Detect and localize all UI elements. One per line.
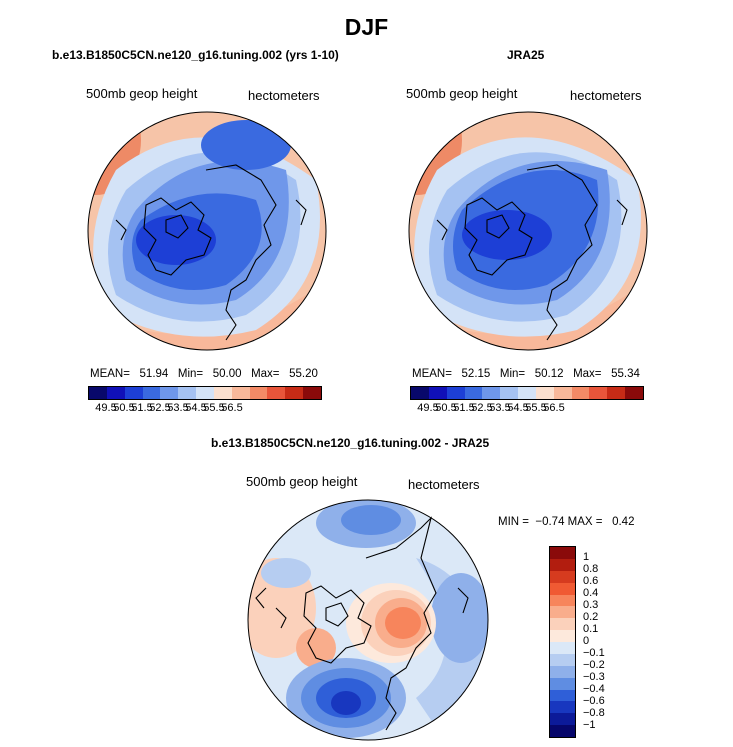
panel-1-title: b.e13.B1850C5CN.ne120_g16.tuning.002 (yr… <box>52 48 339 62</box>
panel-2-colorbar-swatch <box>428 387 447 399</box>
panel-2-polar-map <box>408 111 648 351</box>
panel-1-colorbar-tick-label: 50.5 <box>113 402 135 414</box>
panel-2-colorbar-swatch <box>607 387 626 399</box>
diff-colorbar-swatch <box>550 701 575 714</box>
panel-1-colorbar-swatch <box>142 387 161 399</box>
diff-colorbar-swatch <box>550 725 575 737</box>
diff-colorbar <box>549 546 576 738</box>
panel-2-stats: MEAN= 52.15 Min= 50.12 Max= 55.34 <box>412 368 640 380</box>
diff-colorbar-tick-label: −0.4 <box>583 683 605 695</box>
panel-1-colorbar-swatch <box>124 387 143 399</box>
panel-2-colorbar-tick-label: 53.5 <box>489 402 511 414</box>
panel-1-colorbar-swatch <box>303 387 321 399</box>
diff-colorbar-swatch <box>550 630 575 642</box>
panel-2-colorbar-labels: 49.5 50.5 51.5 52.5 53.5 54.5 55.5 56.5 <box>410 402 644 416</box>
diff-colorbar-tick-label: −0.6 <box>583 695 605 707</box>
panel-2-colorbar-swatch <box>446 387 465 399</box>
diff-colorbar-swatch <box>550 618 575 631</box>
panel-2-colorbar-swatch <box>411 387 429 399</box>
panel-2-colorbar-tick-label: 50.5 <box>435 402 457 414</box>
figure-title: DJF <box>344 14 389 40</box>
diff-colorbar-tick-label: 0.3 <box>583 599 599 611</box>
panel-2-colorbar-swatch <box>535 387 554 399</box>
panel-1-colorbar-swatch <box>249 387 268 399</box>
diff-colorbar-tick-label: −0.2 <box>583 659 605 671</box>
panel-1-polar-map <box>87 111 327 351</box>
panel-2-colorbar-tick-label: 52.5 <box>471 402 493 414</box>
diff-colorbar-swatch <box>550 689 575 702</box>
panel-1-colorbar-swatch <box>178 387 197 399</box>
diff-colorbar-labels: 1 0.8 0.6 0.4 0.3 0.2 0.1 0 −0.1 −0.2 −0.3 −0.4 −0.6… <box>583 546 623 738</box>
diff-polar-map <box>247 499 489 741</box>
panel-2-colorbar-swatch <box>500 387 519 399</box>
panel-2-colorbar-tick-label: 54.5 <box>507 402 529 414</box>
diff-colorbar-tick-label: 0.8 <box>583 563 599 575</box>
panel-2-colorbar-tick-label: 56.5 <box>543 402 565 414</box>
panel-1-colorbar <box>88 386 322 400</box>
panel-2-colorbar-swatch <box>553 387 572 399</box>
panel-1-colorbar-swatch <box>160 387 179 399</box>
panel-1-variable-label: 500mb geop height <box>86 86 198 101</box>
diff-colorbar-swatch <box>550 665 575 678</box>
diff-colorbar-tick-label: −1 <box>583 719 596 731</box>
panel-2-variable-label: 500mb geop height <box>406 86 518 101</box>
diff-colorbar-swatch <box>550 594 575 607</box>
diff-panel-title: b.e13.B1850C5CN.ne120_g16.tuning.002 - J… <box>211 436 490 450</box>
diff-colorbar-swatch <box>550 653 575 666</box>
diff-variable-label: 500mb geop height <box>246 474 358 489</box>
panel-2-colorbar-swatch <box>464 387 483 399</box>
diff-colorbar-swatch <box>550 606 575 619</box>
diff-colorbar-tick-label: 0.1 <box>583 623 599 635</box>
panel-1-units-label: hectometers <box>248 88 320 103</box>
panel-2-colorbar-swatch <box>482 387 501 399</box>
panel-1-colorbar-labels: 49.5 50.5 51.5 52.5 53.5 54.5 55.5 56.5 <box>88 402 322 416</box>
panel-1-colorbar-tick-label: 51.5 <box>131 402 153 414</box>
panel-1-colorbar-swatch <box>285 387 304 399</box>
panel-2-title: JRA25 <box>507 48 545 62</box>
panel-1-colorbar-swatch <box>196 387 214 399</box>
panel-1-colorbar-tick-label: 53.5 <box>167 402 189 414</box>
panel-2-colorbar-swatch <box>518 387 536 399</box>
panel-2-colorbar-tick-label: 55.5 <box>525 402 547 414</box>
panel-1-colorbar-swatch <box>231 387 250 399</box>
diff-colorbar-tick-label: 0.4 <box>583 587 599 599</box>
diff-colorbar-tick-label: 0 <box>583 635 590 647</box>
panel-2-units-label: hectometers <box>570 88 642 103</box>
diff-colorbar-tick-label: −0.8 <box>583 707 605 719</box>
diff-colorbar-tick-label: −0.1 <box>583 647 605 659</box>
panel-2-colorbar-swatch <box>625 387 643 399</box>
panel-1-colorbar-swatch <box>267 387 286 399</box>
diff-minmax-label: MIN = −0.74 MAX = 0.42 <box>498 516 635 528</box>
diff-colorbar-swatch <box>550 713 575 726</box>
panel-2-colorbar-swatch <box>589 387 608 399</box>
panel-1-colorbar-swatch <box>213 387 232 399</box>
panel-1-colorbar-tick-label: 52.5 <box>149 402 171 414</box>
diff-colorbar-tick-label: 0.6 <box>583 575 599 587</box>
panel-2-colorbar-swatch <box>571 387 590 399</box>
panel-1-colorbar-swatch <box>89 387 107 399</box>
diff-colorbar-swatch <box>550 582 575 595</box>
diff-colorbar-tick-label: 0.2 <box>583 611 599 623</box>
diff-colorbar-swatch <box>550 558 575 571</box>
diff-colorbar-swatch <box>550 642 575 654</box>
panel-1-colorbar-tick-label: 56.5 <box>221 402 243 414</box>
panel-1-colorbar-swatch <box>106 387 125 399</box>
diff-units-label: hectometers <box>408 477 480 492</box>
panel-1-colorbar-tick-label: 49.5 <box>95 402 117 414</box>
panel-2-colorbar <box>410 386 644 400</box>
diff-colorbar-swatch <box>550 677 575 690</box>
diff-colorbar-swatch <box>550 570 575 583</box>
panel-1-stats: MEAN= 51.94 Min= 50.00 Max= 55.20 <box>90 368 318 380</box>
panel-1-colorbar-tick-label: 54.5 <box>185 402 207 414</box>
panel-2-colorbar-tick-label: 51.5 <box>453 402 475 414</box>
panel-2-colorbar-tick-label: 49.5 <box>417 402 439 414</box>
diff-colorbar-swatch <box>550 547 575 559</box>
diff-colorbar-tick-label: −0.3 <box>583 671 605 683</box>
panel-1-colorbar-tick-label: 55.5 <box>203 402 225 414</box>
diff-colorbar-tick-label: 1 <box>583 551 590 563</box>
